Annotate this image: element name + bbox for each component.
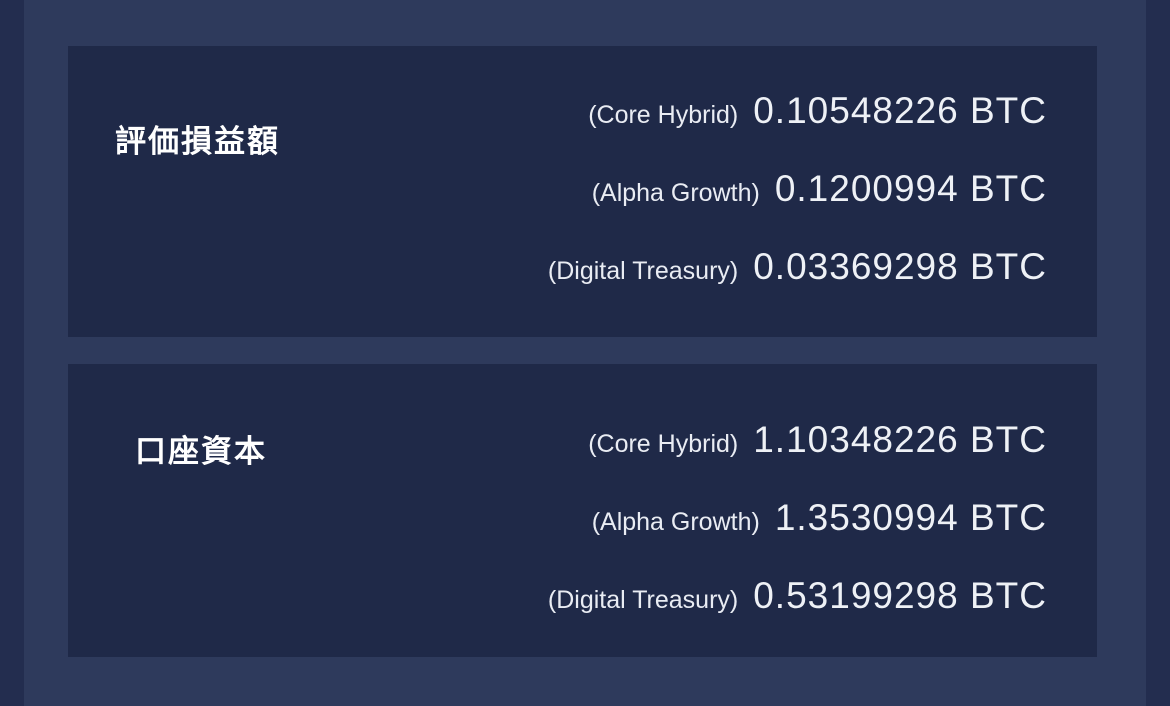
strategy-label-alpha-growth: (Alpha Growth) — [591, 508, 760, 536]
table-row: (Alpha Growth) 0.1200994 BTC — [548, 150, 1047, 228]
strategy-label-digital-treasury: (Digital Treasury) — [547, 257, 739, 285]
strategy-label-digital-treasury: (Digital Treasury) — [547, 586, 739, 614]
btc-value: 0.10548226 BTC — [753, 90, 1047, 131]
strategy-label-alpha-growth: (Alpha Growth) — [591, 179, 760, 207]
btc-value: 1.10348226 BTC — [753, 419, 1047, 460]
valuation-rows: (Core Hybrid) 0.10548226 BTC (Alpha Grow… — [548, 72, 1047, 306]
table-row: (Alpha Growth) 1.3530994 BTC — [548, 479, 1047, 557]
valuation-profit-loss-card: 評価損益額 (Core Hybrid) 0.10548226 BTC (Alph… — [68, 46, 1097, 337]
left-edge-strip — [0, 0, 24, 706]
account-capital-rows: (Core Hybrid) 1.10348226 BTC (Alpha Grow… — [548, 401, 1047, 635]
table-row: (Core Hybrid) 1.10348226 BTC — [548, 401, 1047, 479]
account-capital-card: 口座資本 (Core Hybrid) 1.10348226 BTC (Alpha… — [68, 364, 1097, 657]
table-row: (Digital Treasury) 0.53199298 BTC — [548, 557, 1047, 635]
strategy-label-core-hybrid: (Core Hybrid) — [588, 101, 739, 129]
strategy-label-core-hybrid: (Core Hybrid) — [588, 430, 739, 458]
valuation-profit-loss-title: 評価損益額 — [115, 123, 280, 159]
account-capital-title: 口座資本 — [135, 433, 267, 469]
table-row: (Digital Treasury) 0.03369298 BTC — [548, 228, 1047, 306]
btc-value: 1.3530994 BTC — [774, 497, 1047, 538]
btc-value: 0.53199298 BTC — [753, 575, 1047, 616]
right-edge-strip — [1146, 0, 1170, 706]
btc-value: 0.1200994 BTC — [774, 168, 1047, 209]
btc-value: 0.03369298 BTC — [753, 246, 1047, 287]
table-row: (Core Hybrid) 0.10548226 BTC — [548, 72, 1047, 150]
